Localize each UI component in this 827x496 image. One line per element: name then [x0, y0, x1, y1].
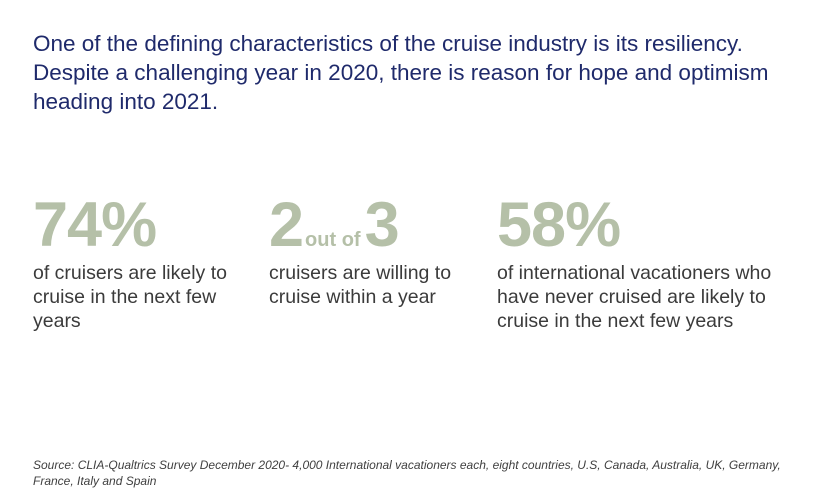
stat-value-denominator: 3: [364, 190, 400, 260]
stat-likely-to-cruise: 74% of cruisers are likely to cruise in …: [33, 194, 248, 333]
stat-description: of international vacationers who have ne…: [497, 262, 772, 332]
stat-international-vacationers: 58% of international vacationers who hav…: [497, 194, 817, 333]
stat-value: 74%: [33, 190, 157, 260]
stat-value-connector: out of: [305, 229, 361, 251]
headline: One of the defining characteristics of t…: [33, 31, 769, 114]
stat-description: cruisers are willing to cruise within a …: [269, 262, 452, 308]
source-footnote: Source: CLIA-Qualtrics Survey December 2…: [33, 458, 781, 488]
stat-value-numerator: 2: [269, 190, 304, 260]
stat-value: 2 out of3: [269, 194, 484, 258]
stat-description: of cruisers are likely to cruise in the …: [33, 262, 227, 332]
stat-value: 58%: [497, 190, 621, 260]
stat-willing-within-year: 2 out of3 cruisers are willing to cruise …: [269, 194, 484, 309]
